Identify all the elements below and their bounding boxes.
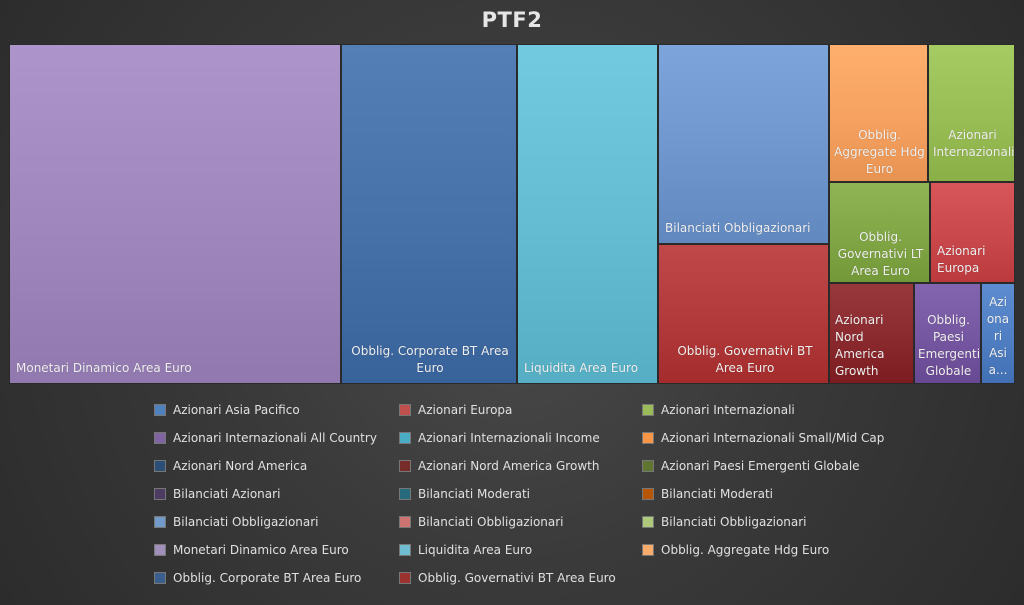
legend-swatch (642, 544, 654, 556)
legend-swatch (154, 404, 166, 416)
legend-label: Bilanciati Moderati (418, 487, 531, 501)
treemap-tile: Obblig. Governativi BT Area Euro (658, 244, 829, 384)
treemap-tile: Azi ona ri Asi a... (981, 283, 1015, 384)
legend-item: Bilanciati Azionari (154, 485, 280, 503)
legend-label: Azionari Internazionali All Country (173, 431, 377, 445)
legend-swatch (399, 572, 411, 584)
treemap-tile-label: Azionari Nord America Growth (835, 313, 885, 378)
legend-label: Bilanciati Obbligazionari (418, 515, 564, 529)
legend-swatch (399, 432, 411, 444)
legend-item: Azionari Internazionali (642, 401, 795, 419)
legend-item: Azionari Nord America Growth (399, 457, 599, 475)
legend-swatch (642, 404, 654, 416)
legend-item: Bilanciati Moderati (399, 485, 530, 503)
legend-item: Azionari Paesi Emergenti Globale (642, 457, 860, 475)
legend-item: Bilanciati Obbligazionari (399, 513, 564, 531)
legend-swatch (154, 544, 166, 556)
treemap-tile-label: Obblig. Governativi LT Area Euro (837, 230, 924, 278)
legend-item: Liquidita Area Euro (399, 541, 532, 559)
legend-label: Azionari Internazionali (661, 403, 795, 417)
treemap-tile: Obblig. Governativi LT Area Euro (829, 182, 930, 283)
legend-label: Obblig. Governativi BT Area Euro (418, 571, 616, 585)
legend-label: Azionari Internazionali Small/Mid Cap (661, 431, 885, 445)
legend-swatch (154, 432, 166, 444)
legend-item: Monetari Dinamico Area Euro (154, 541, 349, 559)
treemap-tile-label: Azionari Europa (937, 244, 986, 275)
treemap-tile: Obblig. Corporate BT Area Euro (341, 44, 517, 384)
treemap-tile-label: Bilanciati Obbligazionari (665, 221, 811, 235)
legend-item: Azionari Asia Pacifico (154, 401, 300, 419)
treemap-tile-label: Obblig. Paesi Emergenti Globale (918, 313, 981, 378)
legend-swatch (399, 404, 411, 416)
legend-label: Azionari Paesi Emergenti Globale (661, 459, 860, 473)
legend-label: Bilanciati Obbligazionari (661, 515, 807, 529)
legend-item: Azionari Europa (399, 401, 512, 419)
legend-swatch (642, 488, 654, 500)
legend-swatch (642, 516, 654, 528)
legend-label: Azionari Nord America Growth (418, 459, 600, 473)
legend-swatch (154, 460, 166, 472)
treemap-tile: Obblig. Paesi Emergenti Globale (914, 283, 981, 384)
legend-swatch (642, 460, 654, 472)
legend-swatch (642, 432, 654, 444)
treemap-tile: Azionari Europa (930, 182, 1015, 283)
legend-item: Azionari Internazionali All Country (154, 429, 377, 447)
legend-label: Monetari Dinamico Area Euro (173, 543, 349, 557)
chart-title: PTF2 (481, 8, 543, 32)
legend-swatch (399, 460, 411, 472)
legend-label: Obblig. Corporate BT Area Euro (173, 571, 362, 585)
treemap-tile: Azionari Nord America Growth (829, 283, 914, 384)
legend-item: Azionari Internazionali Income (399, 429, 600, 447)
legend-label: Azionari Nord America (173, 459, 308, 473)
treemap-tile: Monetari Dinamico Area Euro (9, 44, 341, 384)
treemap-tile-label: Obblig. Governativi BT Area Euro (677, 344, 813, 375)
legend-label: Bilanciati Obbligazionari (173, 515, 319, 529)
legend-item: Bilanciati Obbligazionari (642, 513, 807, 531)
treemap-tile: Liquidita Area Euro (517, 44, 658, 384)
treemap-tile: Bilanciati Obbligazionari (658, 44, 829, 244)
legend-swatch (154, 516, 166, 528)
treemap-tile-label: Monetari Dinamico Area Euro (16, 361, 192, 375)
treemap-tile: Obblig. Aggregate Hdg Euro (829, 44, 928, 182)
legend-swatch (154, 488, 166, 500)
treemap-tile-label: Obblig. Corporate BT Area Euro (351, 344, 509, 375)
treemap-tile-label: Obblig. Aggregate Hdg Euro (834, 128, 925, 176)
legend-item: Obblig. Aggregate Hdg Euro (642, 541, 829, 559)
legend-swatch (399, 516, 411, 528)
chart-legend: Azionari Asia Pacifico Azionari Europa Azi… (150, 400, 910, 596)
legend-label: Bilanciati Moderati (661, 487, 774, 501)
treemap-plot-area: Monetari Dinamico Area Euro Obblig. Corpo… (9, 44, 1015, 384)
legend-label: Obblig. Aggregate Hdg Euro (661, 543, 830, 557)
legend-label: Azionari Asia Pacifico (173, 403, 300, 417)
legend-item: Bilanciati Obbligazionari (154, 513, 319, 531)
treemap-tile: Azionari Internazionali (928, 44, 1015, 182)
treemap-tile-label: Azionari Internazionali (933, 128, 1015, 159)
legend-label: Azionari Internazionali Income (418, 431, 600, 445)
legend-label: Bilanciati Azionari (173, 487, 281, 501)
legend-swatch (399, 488, 411, 500)
treemap-tile-label: Liquidita Area Euro (524, 361, 639, 375)
treemap-tile-label: Azi ona ri Asi a... (986, 295, 1010, 377)
legend-item: Bilanciati Moderati (642, 485, 773, 503)
legend-item: Azionari Nord America (154, 457, 307, 475)
legend-item: Azionari Internazionali Small/Mid Cap (642, 429, 884, 447)
legend-item: Obblig. Corporate BT Area Euro (154, 569, 361, 587)
legend-swatch (154, 572, 166, 584)
legend-swatch (399, 544, 411, 556)
legend-label: Azionari Europa (418, 403, 513, 417)
legend-item: Obblig. Governativi BT Area Euro (399, 569, 616, 587)
legend-label: Liquidita Area Euro (418, 543, 533, 557)
